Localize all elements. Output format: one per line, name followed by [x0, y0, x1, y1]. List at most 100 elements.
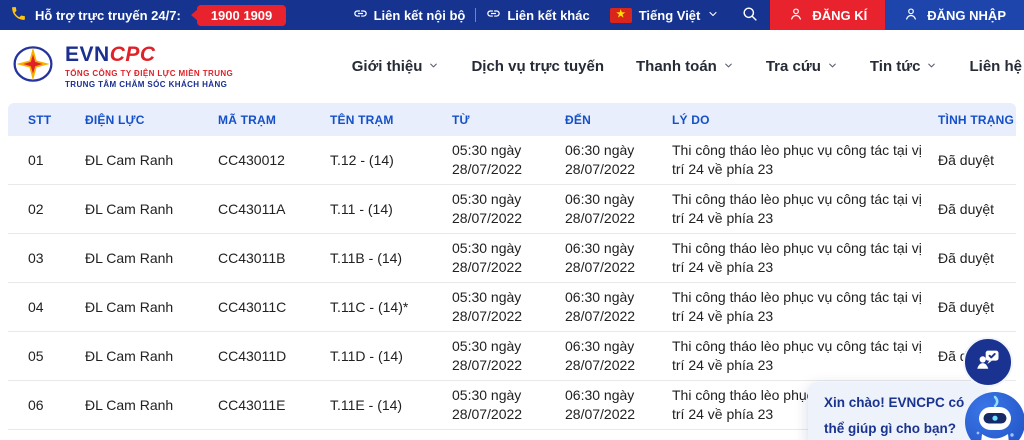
language-label: Tiếng Việt [638, 7, 701, 23]
cell-ten-tram: T.11D - (14) [330, 347, 403, 364]
nav-tra-cuu[interactable]: Tra cứu [766, 58, 838, 75]
cell-ly-do: Thi công tháo lèo phục vụ công tác tại v… [672, 142, 922, 177]
nav-label: Tin tức [869, 58, 921, 75]
cell-tinh-trang: Đã duyệt [938, 200, 995, 217]
chat-agent-icon [974, 346, 1002, 379]
cell-ly-do: Thi công tháo lèo phục vụ công tác tại v… [672, 240, 922, 275]
nav-lien-he[interactable]: Liên hệ [969, 58, 1022, 75]
cell-ma-tram: CC43011D [218, 347, 287, 364]
column-header-tu: TỪ [452, 112, 470, 127]
cell-dien-luc: ĐL Cam Ranh [85, 347, 174, 364]
cell-ly-do: Thi công tháo lèo phục vụ công tác tại v… [672, 289, 922, 324]
cell-den: 06:30 ngày 28/07/2022 [565, 142, 636, 177]
cell-dien-luc: ĐL Cam Ranh [85, 151, 174, 168]
cell-den: 06:30 ngày 28/07/2022 [565, 191, 636, 226]
internal-links-link[interactable]: Liên kết nội bộ [343, 0, 476, 30]
cell-ten-tram: T.11E - (14) [330, 396, 403, 413]
nav-thanh-toan[interactable]: Thanh toán [636, 58, 734, 75]
cell-den: 06:30 ngày 28/07/2022 [565, 289, 636, 324]
brand-name: EVNCPC [65, 42, 233, 66]
cell-tu: 05:30 ngày 28/07/2022 [452, 387, 523, 422]
robot-icon [965, 390, 1024, 440]
cell-tu: 05:30 ngày 28/07/2022 [452, 240, 523, 275]
phone-icon [10, 5, 27, 25]
nav-label: Liên hệ [969, 58, 1022, 75]
table-row: 01 ĐL Cam Ranh CC430012 T.12 - (14) 05:3… [8, 136, 1016, 185]
cell-den: 06:30 ngày 28/07/2022 [565, 387, 636, 422]
cell-stt: 05 [28, 347, 44, 364]
cell-stt: 01 [28, 151, 44, 168]
vietnam-flag-icon: ★ [609, 7, 632, 23]
language-selector[interactable]: ★ Tiếng Việt [600, 0, 730, 30]
evn-star-icon [10, 43, 56, 90]
nav-label: Tra cứu [765, 58, 821, 75]
chatbot-button[interactable] [965, 392, 1024, 440]
cell-ten-tram: T.11B - (14) [330, 249, 403, 266]
cell-ly-do: Thi công tháo lèo phục vụ công tác tại v… [672, 338, 922, 373]
cell-ma-tram: CC43011B [218, 249, 286, 266]
divider [475, 8, 477, 22]
other-links-link[interactable]: Liên kết khác [476, 0, 599, 30]
chat-greeting-bubble: Xin chào! EVNCPC có thể giúp gì cho bạn? [808, 382, 986, 440]
cell-dien-luc: ĐL Cam Ranh [85, 200, 174, 217]
logo-text: EVNCPC TỔNG CÔNG TY ĐIỆN LỰC MIỀN TRUNG … [65, 42, 234, 89]
cell-den: 06:30 ngày 28/07/2022 [565, 338, 636, 373]
nav-gioi-thieu[interactable]: Giới thiệu [352, 58, 440, 75]
live-chat-button[interactable] [963, 337, 1013, 387]
table-row: 02 ĐL Cam Ranh CC43011A T.11 - (14) 05:3… [8, 185, 1016, 234]
cell-ly-do: Thi công tháo lèo phục vụ công tác tại v… [672, 191, 922, 226]
brand-cpc: CPC [109, 42, 156, 66]
brand-evn: EVN [65, 42, 110, 66]
column-header-dien-luc: ĐIỆN LỰC [85, 112, 145, 127]
register-label: ĐĂNG KÍ [812, 7, 868, 23]
cell-ten-tram: T.11C - (14)* [330, 298, 409, 315]
cell-tu: 05:30 ngày 28/07/2022 [452, 289, 523, 324]
support-label: Hỗ trợ trực truyến 24/7: [35, 7, 181, 23]
cell-ma-tram: CC43011C [218, 298, 287, 315]
table-row: 04 ĐL Cam Ranh CC43011C T.11C - (14)* 05… [8, 283, 1016, 332]
login-label: ĐĂNG NHẬP [927, 7, 1006, 23]
column-header-ly-do: LÝ DO [672, 112, 710, 127]
nav-tin-tuc[interactable]: Tin tức [870, 58, 938, 75]
topbar-links: Liên kết nội bộ Liên kết khác ★ Tiếng Vi… [343, 0, 1024, 30]
evncpc-logo[interactable]: EVNCPC TỔNG CÔNG TY ĐIỆN LỰC MIỀN TRUNG … [10, 43, 233, 90]
column-header-tinh-trang: TÌNH TRẠNG [938, 112, 1014, 127]
cell-dien-luc: ĐL Cam Ranh [85, 249, 174, 266]
cell-tinh-trang: Đã duyệt [938, 151, 995, 168]
chevron-down-icon [926, 58, 937, 75]
cell-tu: 05:30 ngày 28/07/2022 [452, 338, 523, 373]
internal-links-label: Liên kết nội bộ [373, 7, 466, 23]
cell-tinh-trang: Đã duyệt [938, 298, 995, 315]
cell-ten-tram: T.11 - (14) [330, 200, 393, 217]
column-header-ten-tram: TÊN TRẠM [330, 112, 394, 127]
cell-ma-tram: CC430012 [218, 151, 285, 168]
column-header-stt: STT [28, 112, 52, 127]
cell-den: 06:30 ngày 28/07/2022 [565, 240, 636, 275]
main-nav: Giới thiệu Dịch vụ trực tuyến Thanh toán… [352, 58, 1024, 75]
support-area: Hỗ trợ trực truyến 24/7: 1900 1909 [0, 0, 287, 30]
table-row: 05 ĐL Cam Ranh CC43011D T.11D - (14) 05:… [8, 332, 1016, 381]
cell-stt: 06 [28, 396, 44, 413]
cell-tu: 05:30 ngày 28/07/2022 [452, 142, 523, 177]
column-header-den: ĐẾN [565, 112, 591, 127]
cell-ma-tram: CC43011E [218, 396, 286, 413]
hotline-badge[interactable]: 1900 1909 [196, 4, 287, 26]
register-button[interactable]: ĐĂNG KÍ [770, 0, 886, 30]
company-tagline: TỔNG CÔNG TY ĐIỆN LỰC MIỀN TRUNG [65, 69, 234, 79]
table-header-row: STT ĐIỆN LỰC MÃ TRẠM TÊN TRẠM TỪ ĐẾN LÝ … [8, 103, 1016, 136]
cell-ten-tram: T.12 - (14) [330, 151, 394, 168]
nav-label: Giới thiệu [351, 58, 423, 75]
cell-stt: 03 [28, 249, 44, 266]
table-row: 03 ĐL Cam Ranh CC43011B T.11B - (14) 05:… [8, 234, 1016, 283]
nav-label: Dịch vụ trực tuyến [471, 58, 604, 75]
cell-ma-tram: CC43011A [218, 200, 286, 217]
cell-dien-luc: ĐL Cam Ranh [85, 396, 174, 413]
outage-table: STT ĐIỆN LỰC MÃ TRẠM TÊN TRẠM TỪ ĐẾN LÝ … [8, 103, 1016, 430]
login-button[interactable]: ĐĂNG NHẬP [885, 0, 1024, 30]
link-icon [353, 6, 368, 24]
nav-dich-vu-truc-tuyen[interactable]: Dịch vụ trực tuyến [471, 58, 604, 75]
chevron-down-icon [428, 58, 439, 75]
search-button[interactable] [729, 0, 770, 30]
cell-dien-luc: ĐL Cam Ranh [85, 298, 174, 315]
column-header-ma-tram: MÃ TRẠM [218, 112, 277, 127]
